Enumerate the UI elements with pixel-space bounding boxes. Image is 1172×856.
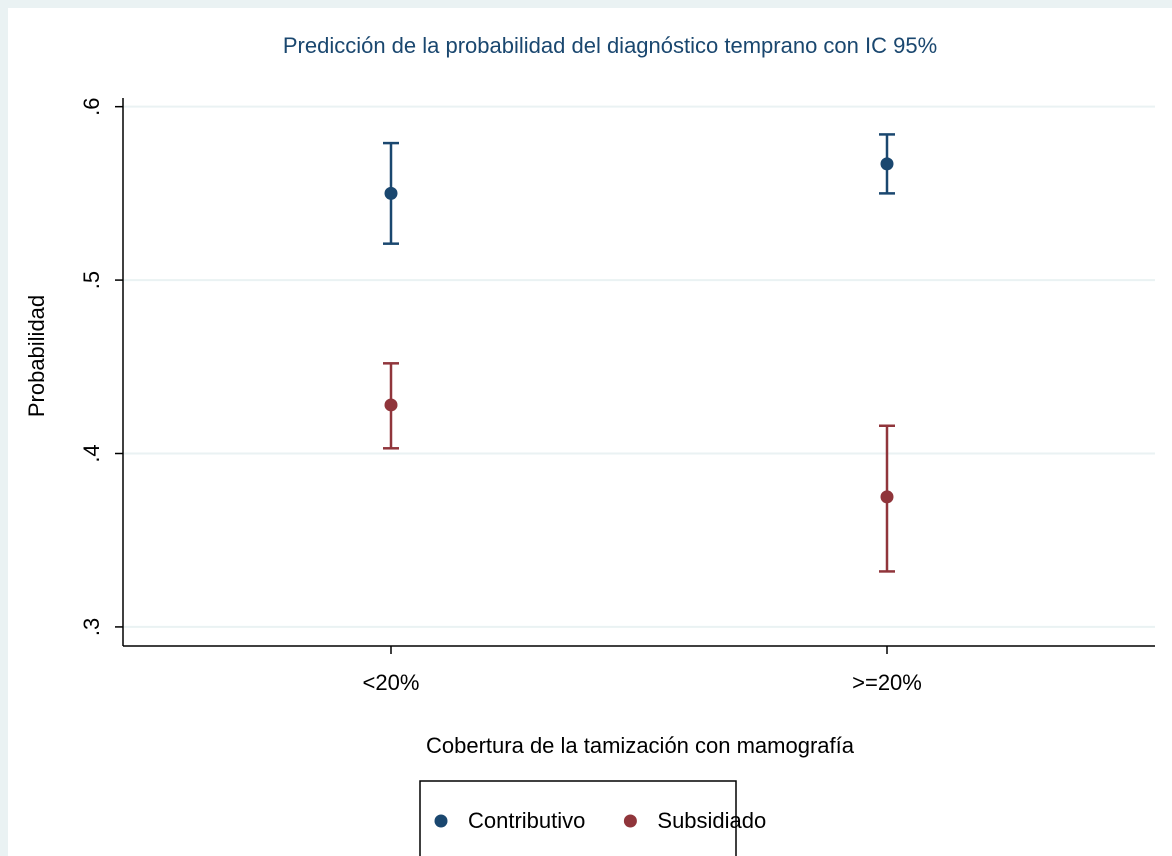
point	[384, 186, 398, 200]
legend-marker	[623, 814, 637, 828]
legend-box	[419, 780, 737, 856]
chart-title: Predicción de la probabilidad del diagnó…	[283, 33, 937, 58]
y-tick-label: .3	[79, 618, 104, 636]
legend: Contributivo Subsidiado	[434, 808, 766, 833]
legend-label: Contributivo	[468, 808, 585, 833]
y-tick-label: .4	[79, 444, 104, 462]
y-axis-title: Probabilidad	[24, 295, 49, 417]
point	[384, 398, 398, 412]
legend-marker	[434, 814, 448, 828]
y-tick-label: .6	[79, 97, 104, 115]
x-tick-label: <20%	[363, 670, 420, 695]
point	[880, 490, 894, 504]
x-axis-title: Cobertura de la tamización con mamografí…	[426, 733, 855, 758]
legend-label: Subsidiado	[657, 808, 766, 833]
x-tick-label: >=20%	[852, 670, 922, 695]
y-tick-label: .5	[79, 271, 104, 289]
plot-background	[8, 8, 1172, 856]
point	[880, 157, 894, 171]
